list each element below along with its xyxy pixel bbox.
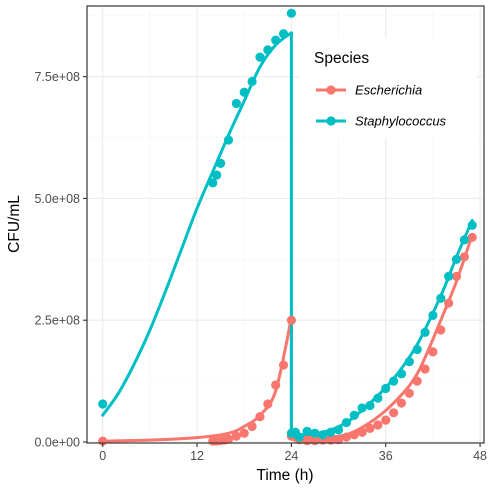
staphylococcus-point [294,432,304,442]
staphylococcus-point [444,271,454,281]
y-tick-label: 0.0e+00 [34,436,80,450]
escherichia-legend-label: Escherichia [355,83,422,98]
escherichia-point [357,427,367,437]
y-tick-label: 5.0e+08 [34,192,80,206]
escherichia-point [302,435,312,446]
escherichia-point [388,408,399,418]
y-axis-title: CFU/mL [6,195,23,253]
y-tick-label: 2.5e+08 [34,314,80,328]
staphylococcus-point [404,357,414,367]
staphylococcus-point [98,399,108,409]
staphylococcus-point [212,170,222,180]
staphylococcus-point [467,220,477,230]
staphylococcus-point [263,45,273,55]
staphylococcus-point [302,426,312,436]
escherichia-point [381,415,391,425]
staphylococcus-point [231,98,241,109]
escherichia-point [326,435,336,445]
staphylococcus-point [255,52,265,62]
staphylococcus-point [349,410,359,420]
x-tick-label: 24 [284,449,298,463]
staphylococcus-point [373,393,383,403]
y-tick-label: 7.5e+08 [34,70,80,84]
data-points [98,8,477,446]
legend-title: Species [314,50,369,67]
staphylococcus-point [428,310,438,320]
escherichia-point [396,398,407,408]
staphylococcus-point [278,29,289,39]
escherichia-point [239,428,249,438]
staphylococcus-point [239,87,249,97]
staphylococcus-point [271,35,281,45]
staphylococcus-point [357,403,367,413]
staphylococcus-point [420,327,430,338]
staphylococcus-legend-label: Staphylococcus [355,114,447,129]
x-tick-label: 48 [473,449,487,463]
staphylococcus-point [286,8,296,18]
escherichia-point [428,347,438,357]
grid [87,6,484,443]
staphylococcus-point [412,344,422,355]
escherichia-point [451,271,462,281]
escherichia-point [349,430,359,440]
escherichia-point [278,360,289,370]
staphylococcus-fit-phase1 [101,31,293,417]
escherichia-point [373,420,383,430]
escherichia-point [263,399,273,409]
staphylococcus-legend-point [326,116,336,126]
escherichia-point [286,315,296,325]
legend: Species Escherichia Staphylococcus [300,38,476,138]
x-tick-label: 36 [379,449,393,463]
staphylococcus-point [341,417,352,428]
axis-ticks: 0 12 24 36 48 0.0e+00 2.5e+08 5.0e+08 7.5e+08 [34,70,487,463]
escherichia-fit-phase1 [101,316,293,443]
x-tick-label: 0 [99,449,106,463]
x-axis-title: Time (h) [256,467,313,484]
escherichia-point [444,298,454,308]
escherichia-point [341,432,352,442]
legend-keys: Escherichia Staphylococcus [316,83,447,129]
staphylococcus-point [436,293,446,303]
staphylococcus-point [388,376,399,386]
escherichia-point [223,434,234,444]
escherichia-point [404,388,414,398]
staphylococcus-point [326,427,336,437]
plot-border [86,5,485,444]
escherichia-point [231,431,241,441]
escherichia-point [420,364,430,374]
escherichia-legend-point [326,85,336,95]
escherichia-point [412,376,422,386]
staphylococcus-point [208,178,218,188]
escherichia-point [255,412,265,422]
staphylococcus-point [216,158,226,168]
escherichia-point [365,423,375,433]
staphylococcus-point [333,425,344,435]
staphylococcus-point [223,135,234,145]
escherichia-point [436,325,446,335]
escherichia-point [333,434,344,445]
staphylococcus-point [318,430,328,440]
staphylococcus-point [396,369,407,379]
escherichia-point [247,421,257,432]
staphylococcus-point [451,254,462,264]
staphylococcus-point [459,235,469,245]
staphylococcus-point [247,76,257,87]
staphylococcus-point [310,428,320,438]
staphylococcus-point [381,383,391,394]
escherichia-point [459,252,469,262]
x-tick-label: 12 [190,449,204,463]
staphylococcus-point [365,400,375,411]
escherichia-point [467,232,477,243]
escherichia-point [271,380,281,390]
